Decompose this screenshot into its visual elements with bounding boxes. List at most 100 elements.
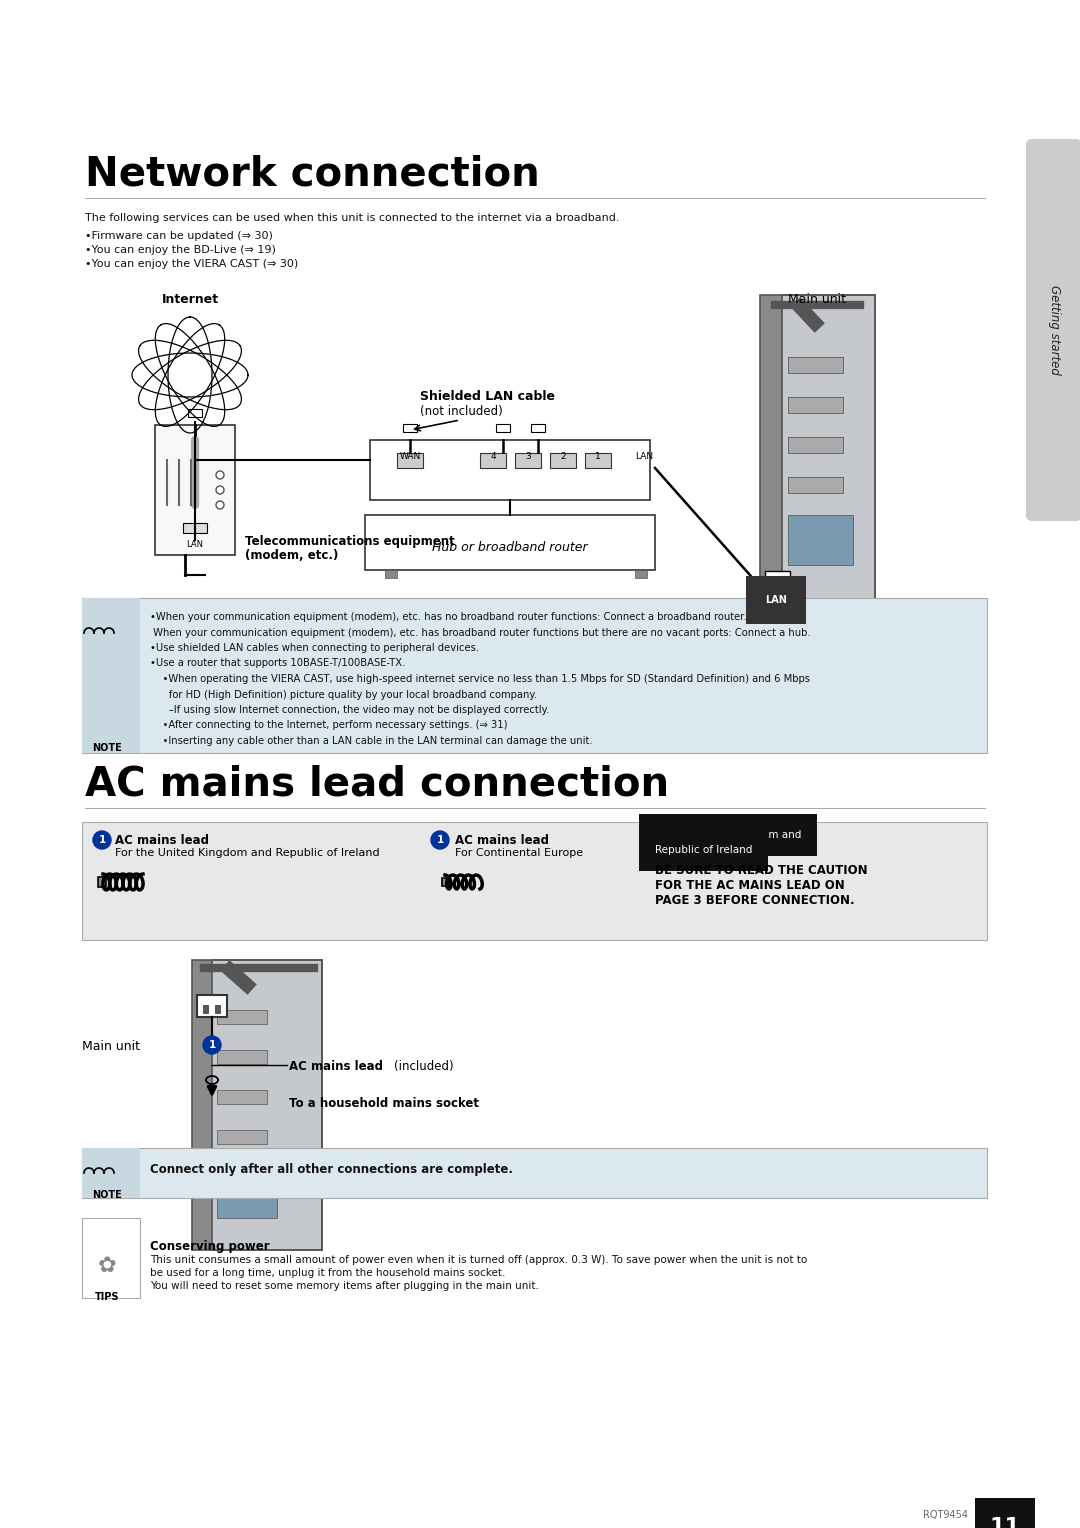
Text: For the United Kingdom and: For the United Kingdom and: [654, 830, 801, 840]
Bar: [496, 423, 510, 432]
Text: To a household mains socket: To a household mains socket: [289, 1097, 480, 1109]
Bar: [192, 960, 212, 1250]
Circle shape: [93, 831, 111, 850]
Bar: [403, 423, 417, 432]
Text: Getting started: Getting started: [1048, 286, 1061, 374]
Bar: [203, 1005, 208, 1013]
Bar: [82, 1148, 987, 1198]
Bar: [765, 571, 789, 585]
Text: LAN: LAN: [187, 539, 203, 549]
Bar: [788, 397, 843, 413]
Bar: [217, 1131, 267, 1144]
Text: be used for a long time, unplug it from the household mains socket.: be used for a long time, unplug it from …: [150, 1268, 505, 1277]
Text: Network connection: Network connection: [85, 154, 540, 196]
Text: Telecommunications equipment: Telecommunications equipment: [245, 535, 455, 549]
Bar: [975, 1497, 1035, 1528]
Bar: [531, 423, 545, 432]
Circle shape: [431, 831, 449, 850]
Text: Shielded LAN cable: Shielded LAN cable: [420, 390, 555, 403]
Bar: [217, 1174, 276, 1218]
Bar: [480, 452, 507, 468]
Text: PAGE 3 BEFORE CONNECTION.: PAGE 3 BEFORE CONNECTION.: [654, 894, 854, 908]
Text: NOTE: NOTE: [92, 743, 122, 753]
Text: Connect only after all other connections are complete.: Connect only after all other connections…: [150, 1163, 513, 1177]
Text: (not included): (not included): [420, 405, 503, 419]
Bar: [788, 358, 843, 373]
Text: Main unit: Main unit: [82, 1041, 140, 1053]
Text: Main unit: Main unit: [788, 293, 846, 306]
Bar: [156, 425, 235, 555]
Bar: [98, 877, 106, 886]
Text: For the United Kingdom and Republic of Ireland: For the United Kingdom and Republic of I…: [114, 848, 380, 859]
Text: LAN: LAN: [765, 594, 787, 605]
Bar: [217, 1089, 267, 1105]
FancyBboxPatch shape: [1026, 139, 1080, 521]
Text: •Use shielded LAN cables when connecting to peripheral devices.: •Use shielded LAN cables when connecting…: [150, 643, 480, 652]
Text: 1: 1: [436, 834, 444, 845]
Circle shape: [216, 501, 224, 509]
Text: AC mains lead: AC mains lead: [114, 834, 210, 847]
Text: 1: 1: [595, 452, 600, 461]
Text: You will need to reset some memory items after plugging in the main unit.: You will need to reset some memory items…: [150, 1280, 539, 1291]
Text: •When your communication equipment (modem), etc. has no broadband router functio: •When your communication equipment (mode…: [150, 613, 746, 622]
Circle shape: [216, 471, 224, 478]
Text: Conserving power: Conserving power: [150, 1241, 270, 1253]
Text: Republic of Ireland: Republic of Ireland: [654, 845, 753, 856]
Bar: [585, 452, 611, 468]
Text: for HD (High Definition) picture quality by your local broadband company.: for HD (High Definition) picture quality…: [150, 689, 537, 700]
Bar: [370, 440, 650, 500]
Bar: [788, 516, 843, 533]
Circle shape: [216, 486, 224, 494]
Bar: [788, 515, 853, 565]
Bar: [550, 452, 576, 468]
Text: Internet: Internet: [161, 293, 218, 306]
Text: 1: 1: [208, 1041, 216, 1050]
Bar: [782, 295, 875, 636]
Circle shape: [203, 1036, 221, 1054]
Text: FOR THE AC MAINS LEAD ON: FOR THE AC MAINS LEAD ON: [654, 879, 845, 892]
Text: TIPS: TIPS: [95, 1293, 119, 1302]
Bar: [217, 1010, 267, 1024]
Text: •You can enjoy the VIERA CAST (⇒ 30): •You can enjoy the VIERA CAST (⇒ 30): [85, 260, 298, 269]
Bar: [215, 1005, 220, 1013]
Text: LAN: LAN: [635, 452, 653, 461]
Text: –If using slow Internet connection, the video may not be displayed correctly.: –If using slow Internet connection, the …: [150, 704, 550, 715]
Text: When your communication equipment (modem), etc. has broadband router functions b: When your communication equipment (modem…: [150, 628, 811, 637]
Bar: [188, 410, 202, 417]
Text: •After connecting to the Internet, perform necessary settings. (⇒ 31): •After connecting to the Internet, perfo…: [150, 721, 508, 730]
Text: WAN: WAN: [400, 452, 420, 461]
Bar: [82, 1218, 140, 1297]
Bar: [217, 1050, 267, 1063]
Bar: [515, 452, 541, 468]
Text: AC mains lead connection: AC mains lead connection: [85, 766, 670, 805]
Bar: [384, 570, 397, 578]
Text: NOTE: NOTE: [92, 1190, 122, 1199]
Text: (modem, etc.): (modem, etc.): [245, 549, 338, 562]
Bar: [760, 295, 782, 636]
Bar: [217, 1170, 267, 1184]
Text: The following services can be used when this unit is connected to the internet v: The following services can be used when …: [85, 212, 620, 223]
Text: ✿: ✿: [97, 1256, 117, 1276]
Bar: [82, 1148, 140, 1198]
Text: •Firmware can be updated (⇒ 30): •Firmware can be updated (⇒ 30): [85, 231, 273, 241]
Text: AC mains lead: AC mains lead: [289, 1060, 383, 1073]
Bar: [1040, 145, 1076, 515]
Text: Hub or broadband router: Hub or broadband router: [432, 541, 588, 555]
Bar: [788, 437, 843, 452]
Bar: [397, 452, 423, 468]
Text: 11: 11: [989, 1517, 1021, 1528]
Bar: [365, 515, 654, 570]
Text: BE SURE TO READ THE CAUTION: BE SURE TO READ THE CAUTION: [654, 863, 867, 877]
Text: 4: 4: [490, 452, 496, 461]
Text: For Continental Europe: For Continental Europe: [455, 848, 583, 859]
Text: •You can enjoy the BD-Live (⇒ 19): •You can enjoy the BD-Live (⇒ 19): [85, 244, 275, 255]
Bar: [212, 960, 322, 1250]
Bar: [82, 822, 987, 940]
Text: •Use a router that supports 10BASE-T/100BASE-TX.: •Use a router that supports 10BASE-T/100…: [150, 659, 405, 669]
Text: (included): (included): [394, 1060, 454, 1073]
Text: RQT9454: RQT9454: [923, 1510, 968, 1520]
Text: 3: 3: [525, 452, 531, 461]
Bar: [82, 597, 140, 753]
Bar: [192, 960, 322, 1250]
Text: •When operating the VIERA CAST, use high-speed internet service no less than 1.5: •When operating the VIERA CAST, use high…: [150, 674, 810, 685]
